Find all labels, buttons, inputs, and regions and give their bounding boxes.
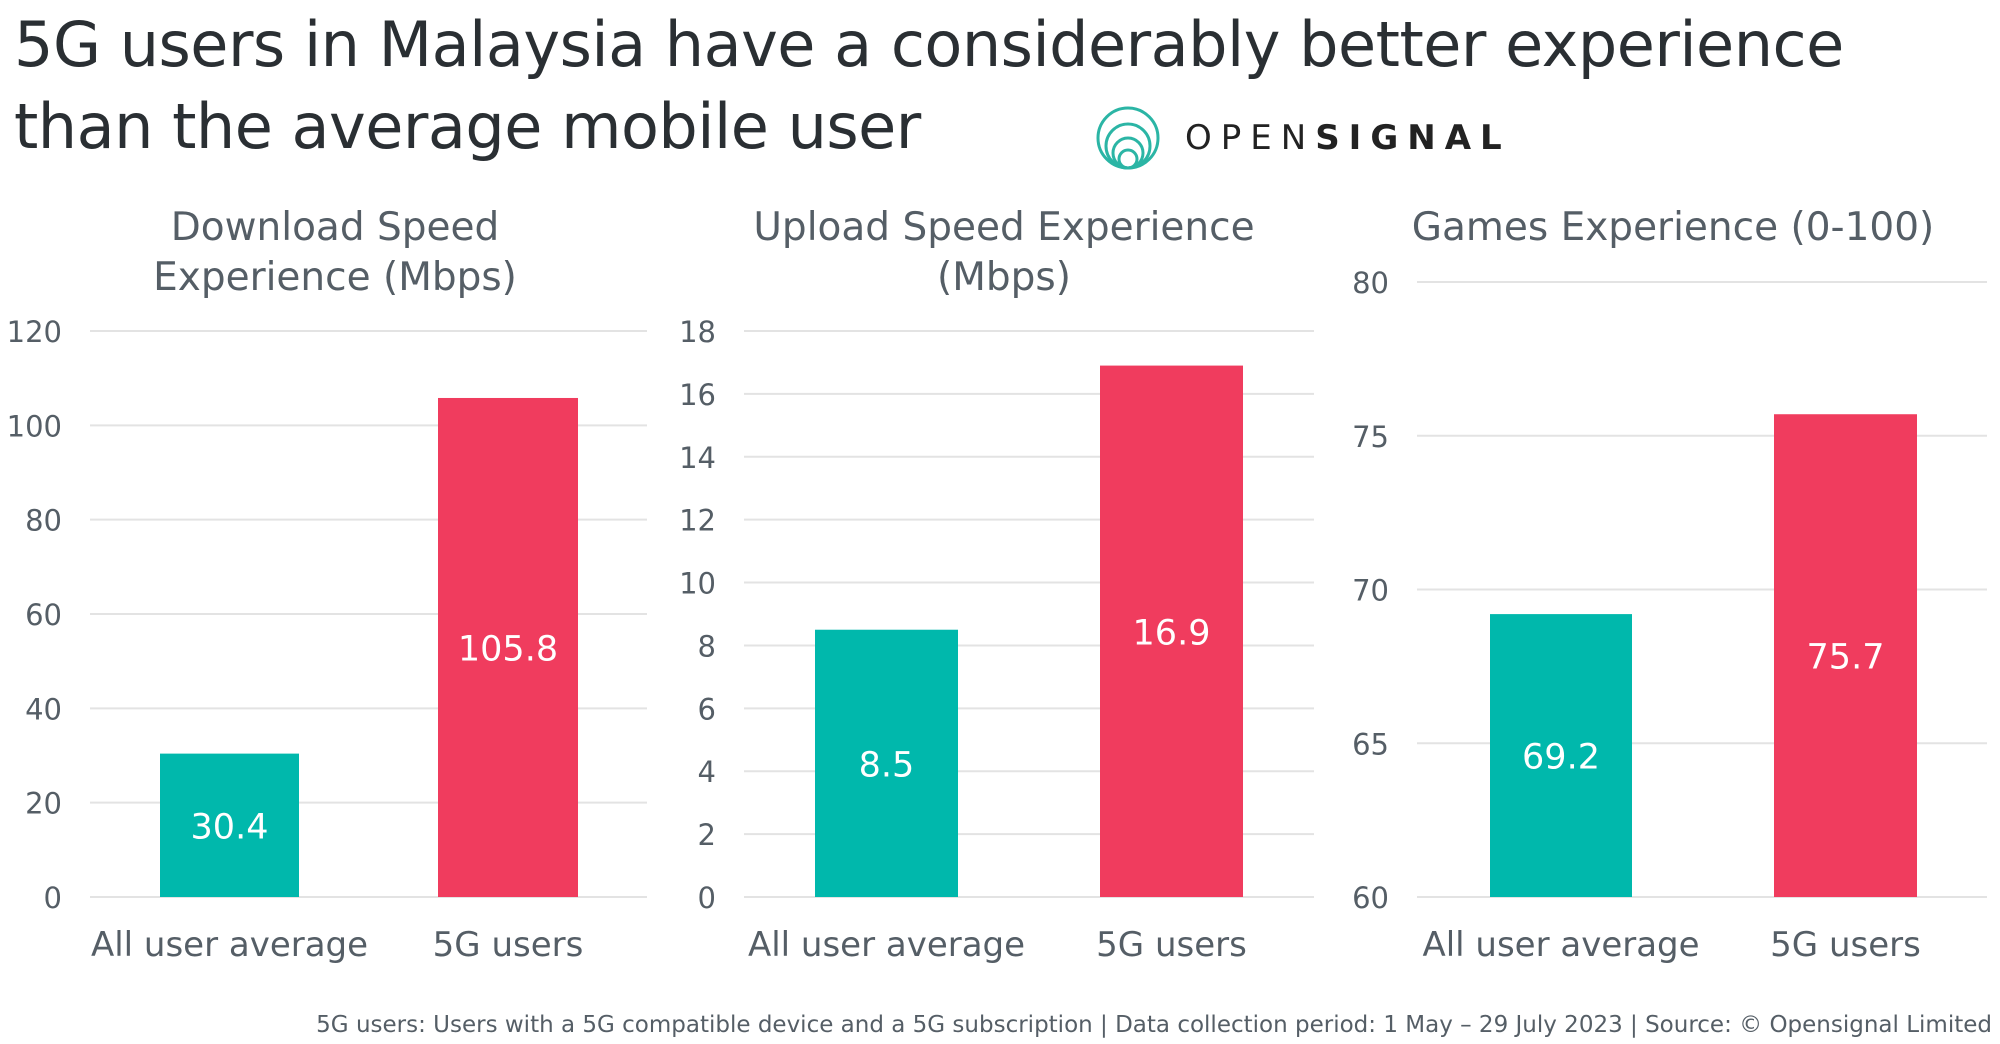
subchart-title: (Mbps) — [937, 255, 1071, 300]
x-category-label: 5G users — [1770, 925, 1921, 965]
y-tick-label: 0 — [44, 881, 62, 915]
y-tick-label: 14 — [679, 441, 716, 475]
chart-title: 5G users in Malaysia have a considerably… — [14, 8, 1844, 163]
bar-5g-users — [438, 397, 578, 897]
bar-all-user-average — [1490, 614, 1632, 897]
x-category-label: All user average — [91, 925, 368, 965]
y-tick-label: 0 — [698, 881, 716, 915]
logo-wordmark: OPENSIGNAL — [1185, 118, 1511, 158]
bar-all-user-average — [815, 629, 958, 897]
y-tick-label: 2 — [698, 818, 716, 852]
bar-all-user-average — [160, 753, 299, 897]
logo-word-signal: SIGNAL — [1315, 118, 1511, 158]
y-tick-label: 100 — [7, 409, 62, 443]
data-label: 69.2 — [1522, 738, 1600, 778]
y-tick-label: 40 — [25, 692, 62, 726]
subchart-title: Games Experience (0-100) — [1412, 205, 1934, 250]
y-tick-label: 6 — [698, 692, 716, 726]
x-category-label: All user average — [1422, 925, 1699, 965]
x-category-label: 5G users — [433, 925, 584, 965]
data-label: 75.7 — [1807, 638, 1885, 678]
opensignal-logo: OPENSIGNAL — [1095, 105, 1511, 171]
y-tick-label: 4 — [698, 755, 716, 789]
y-tick-label: 12 — [679, 504, 716, 538]
x-category-label: All user average — [748, 925, 1025, 965]
y-tick-label: 75 — [1352, 420, 1389, 454]
y-tick-label: 60 — [25, 598, 62, 632]
opensignal-logo-icon — [1096, 106, 1160, 170]
footnote: 5G users: Users with a 5G compatible dev… — [316, 1012, 1992, 1038]
y-tick-label: 10 — [679, 567, 716, 601]
y-tick-label: 60 — [1352, 881, 1389, 915]
y-tick-label: 8 — [698, 629, 716, 663]
y-tick-label: 70 — [1352, 574, 1389, 608]
bar-5g-users — [1100, 365, 1243, 898]
y-tick-label: 80 — [1352, 266, 1389, 300]
y-tick-label: 120 — [7, 315, 62, 349]
y-tick-label: 16 — [679, 378, 716, 412]
data-label: 8.5 — [859, 745, 915, 785]
logo-word-open: OPEN — [1185, 118, 1316, 158]
y-tick-label: 65 — [1352, 727, 1389, 761]
y-tick-label: 20 — [25, 787, 62, 821]
data-label: 16.9 — [1133, 613, 1211, 653]
x-category-label: 5G users — [1096, 925, 1247, 965]
subchart-title: Download Speed — [171, 205, 500, 250]
subchart-title: Upload Speed Experience — [753, 205, 1254, 250]
data-label: 105.8 — [458, 629, 558, 669]
bar-5g-users — [1774, 414, 1917, 897]
y-tick-label: 18 — [679, 315, 716, 349]
data-label: 30.4 — [191, 807, 269, 847]
y-tick-label: 80 — [25, 504, 62, 538]
subchart-title: Experience (Mbps) — [153, 255, 517, 300]
